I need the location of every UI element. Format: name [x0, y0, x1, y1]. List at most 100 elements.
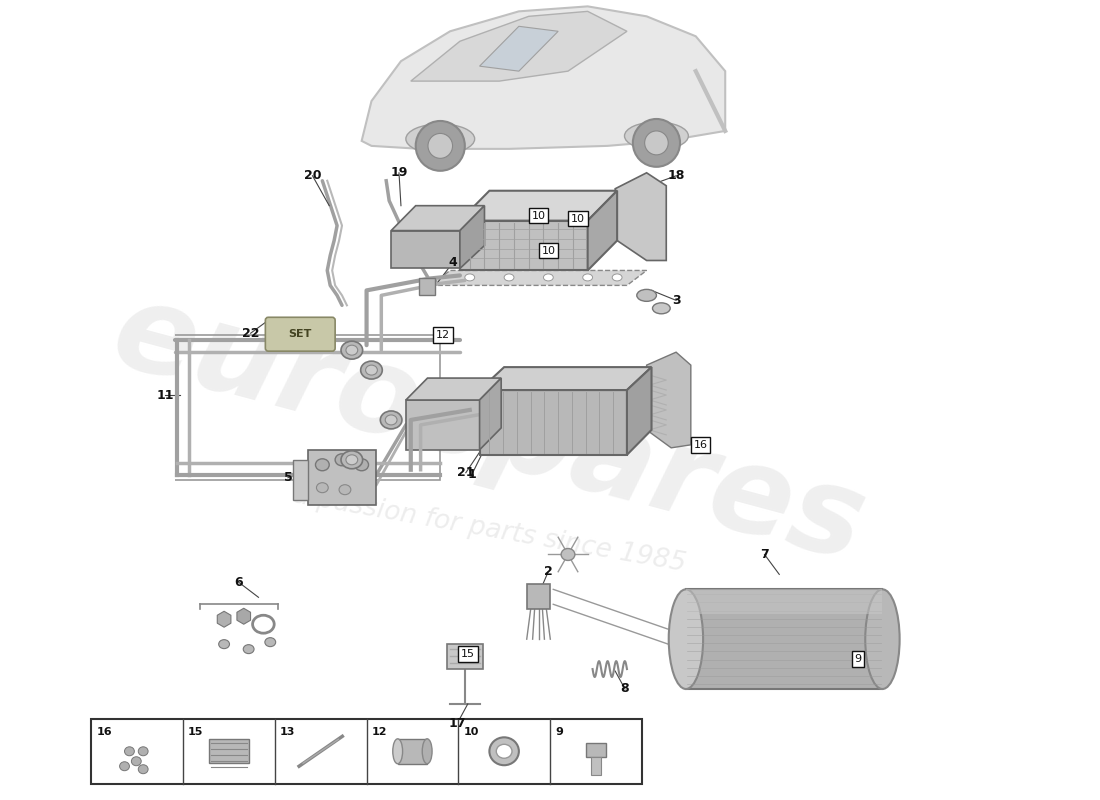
FancyBboxPatch shape [265, 318, 336, 351]
Ellipse shape [131, 757, 141, 766]
Ellipse shape [613, 274, 621, 281]
Ellipse shape [139, 746, 148, 756]
Ellipse shape [561, 549, 575, 561]
Ellipse shape [652, 303, 670, 314]
Text: 16: 16 [694, 440, 707, 450]
Ellipse shape [317, 482, 328, 493]
Ellipse shape [336, 454, 349, 466]
Bar [398, 739, 427, 764]
Text: 4: 4 [449, 256, 458, 269]
Text: 1: 1 [468, 468, 476, 482]
Bar [586, 743, 606, 758]
Bar [591, 758, 601, 775]
Ellipse shape [504, 274, 514, 281]
Ellipse shape [316, 458, 329, 470]
Text: 17: 17 [448, 718, 465, 730]
Text: 9: 9 [855, 654, 861, 664]
Polygon shape [480, 26, 558, 71]
Ellipse shape [345, 345, 358, 355]
Ellipse shape [120, 762, 130, 770]
Polygon shape [480, 390, 627, 455]
Polygon shape [615, 173, 667, 261]
Ellipse shape [632, 119, 680, 167]
Ellipse shape [583, 274, 593, 281]
Ellipse shape [496, 744, 512, 758]
Ellipse shape [393, 739, 403, 764]
Ellipse shape [219, 640, 230, 649]
Ellipse shape [416, 121, 465, 170]
Text: 10: 10 [571, 214, 585, 224]
Ellipse shape [341, 451, 363, 469]
Text: 13: 13 [279, 727, 295, 737]
Ellipse shape [625, 122, 689, 150]
Text: 9: 9 [554, 727, 563, 737]
Ellipse shape [361, 361, 383, 379]
Polygon shape [430, 270, 647, 286]
Text: 15: 15 [188, 727, 204, 737]
Ellipse shape [637, 290, 657, 302]
Polygon shape [419, 278, 436, 295]
Ellipse shape [139, 765, 148, 774]
Text: eurospares: eurospares [101, 274, 878, 586]
Ellipse shape [124, 746, 134, 756]
Text: 3: 3 [672, 294, 681, 307]
Text: 8: 8 [620, 682, 629, 695]
Ellipse shape [339, 485, 351, 494]
Polygon shape [293, 460, 308, 500]
Polygon shape [647, 352, 691, 448]
Bar [447, 644, 483, 669]
Text: 6: 6 [234, 576, 243, 589]
Polygon shape [460, 221, 587, 270]
Polygon shape [308, 450, 376, 505]
Text: 10: 10 [541, 246, 556, 255]
Polygon shape [460, 190, 617, 221]
Text: 10: 10 [463, 727, 478, 737]
Text: 12: 12 [436, 330, 450, 340]
Ellipse shape [341, 342, 363, 359]
Ellipse shape [265, 638, 276, 646]
Polygon shape [406, 400, 480, 450]
Polygon shape [587, 190, 617, 270]
Ellipse shape [422, 739, 432, 764]
Polygon shape [480, 378, 502, 450]
Text: 20: 20 [304, 170, 321, 182]
Ellipse shape [345, 455, 358, 465]
Polygon shape [460, 206, 484, 269]
Bar [686, 590, 882, 614]
Polygon shape [392, 206, 484, 230]
Bar [686, 590, 882, 689]
Ellipse shape [465, 274, 475, 281]
Text: 10: 10 [531, 210, 546, 221]
Text: 7: 7 [760, 548, 769, 561]
Text: SET: SET [288, 330, 311, 339]
Polygon shape [480, 367, 651, 390]
Bar [91, 719, 641, 784]
Polygon shape [392, 230, 460, 269]
Ellipse shape [406, 124, 475, 154]
Text: 5: 5 [284, 471, 293, 484]
Ellipse shape [381, 411, 402, 429]
Polygon shape [527, 584, 550, 610]
Ellipse shape [543, 274, 553, 281]
Polygon shape [362, 6, 725, 149]
Polygon shape [410, 11, 627, 81]
Ellipse shape [355, 458, 368, 470]
Ellipse shape [490, 738, 519, 766]
Text: 12: 12 [372, 727, 387, 737]
Text: 11: 11 [156, 389, 174, 402]
Text: 22: 22 [242, 326, 260, 340]
Ellipse shape [669, 590, 703, 689]
Polygon shape [406, 378, 502, 400]
Text: 19: 19 [390, 166, 408, 179]
Ellipse shape [243, 645, 254, 654]
Text: 21: 21 [458, 466, 474, 479]
Text: 15: 15 [461, 649, 475, 659]
Bar [209, 739, 249, 763]
Text: 16: 16 [97, 727, 112, 737]
Ellipse shape [645, 131, 668, 155]
Text: 2: 2 [544, 565, 552, 578]
Text: 18: 18 [668, 170, 685, 182]
Ellipse shape [866, 590, 900, 689]
Ellipse shape [385, 415, 397, 425]
Polygon shape [627, 367, 651, 455]
